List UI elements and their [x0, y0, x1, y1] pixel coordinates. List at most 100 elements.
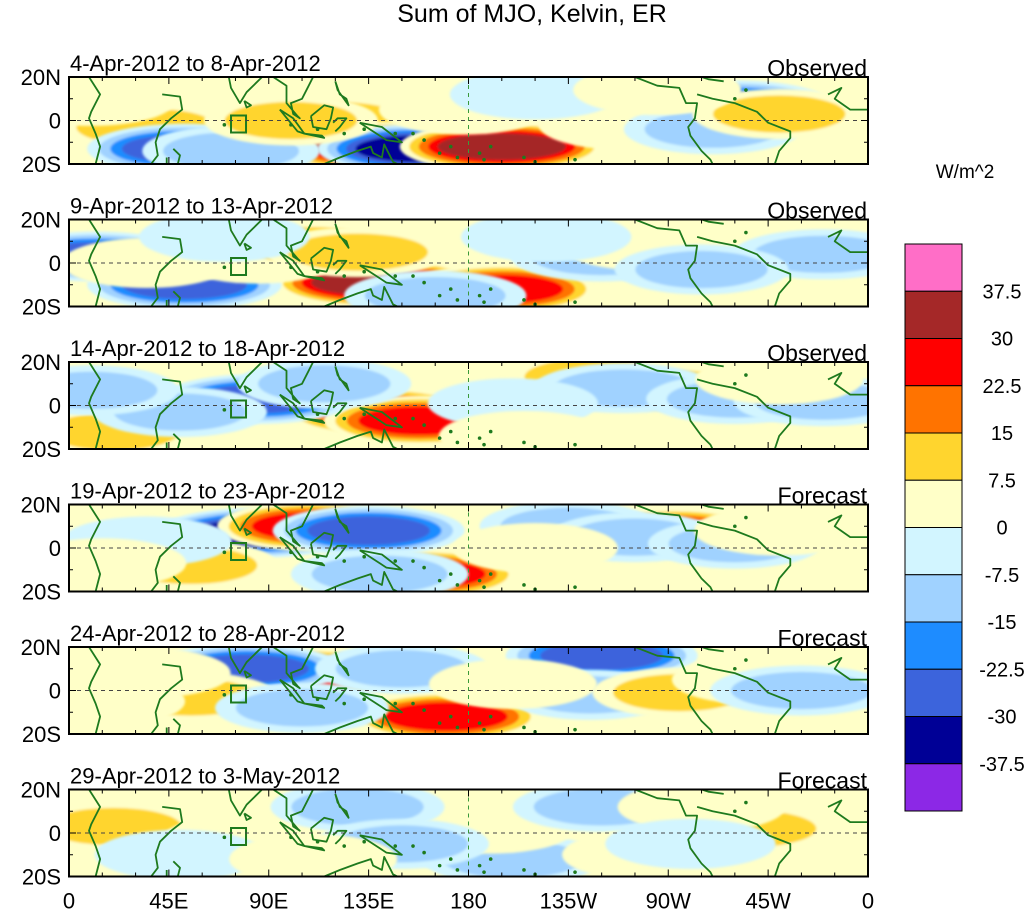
- island-dot: [342, 416, 347, 421]
- island-dot: [477, 578, 482, 583]
- island-dot: [422, 423, 426, 427]
- island-dot: [315, 412, 320, 417]
- coastline: [323, 571, 398, 592]
- anomaly-cell: [69, 676, 186, 727]
- panel-period: 19-Apr-2012 to 23-Apr-2012: [70, 479, 345, 504]
- anomaly-cell: [573, 77, 742, 116]
- island-dot: [744, 373, 748, 377]
- island-dot: [289, 550, 293, 555]
- island-dot: [573, 870, 577, 874]
- island-dot: [315, 269, 320, 274]
- y-tick-label: 20N: [21, 65, 61, 90]
- anomaly-cell: [614, 244, 789, 295]
- island-dot: [315, 127, 320, 131]
- panel-period: 29-Apr-2012 to 3-May-2012: [70, 764, 340, 789]
- map-panel: 20N 0 20S 4-Apr-2012 to 8-Apr-2012 Observed: [21, 51, 869, 177]
- region-box: [230, 257, 248, 276]
- map-panel: 20N 0 20S 19-Apr-2012 to 23-Apr-2012 Forecas…: [21, 479, 869, 605]
- anomaly-cell: [605, 818, 776, 869]
- island-dot: [315, 554, 320, 559]
- island-dot: [411, 416, 415, 421]
- coastline: [243, 100, 252, 109]
- coastline: [323, 856, 398, 877]
- island-dot: [573, 157, 577, 162]
- island-dot: [411, 701, 415, 706]
- anomaly-cell: [344, 270, 527, 307]
- island-dot: [289, 265, 293, 270]
- y-tick-label: 20S: [22, 295, 61, 320]
- island-dot: [744, 88, 748, 92]
- island-dot: [422, 138, 426, 142]
- island-dot: [411, 131, 415, 136]
- island-dot: [393, 559, 398, 563]
- island-dot: [522, 868, 526, 872]
- coastline: [150, 93, 184, 164]
- island-dot: [222, 693, 227, 697]
- island-dot: [455, 155, 460, 160]
- island-dot: [477, 436, 482, 440]
- coastline: [696, 663, 792, 734]
- island-dot: [342, 701, 347, 706]
- coastline: [150, 378, 184, 449]
- map-panel: 20N 0 20S 14-Apr-2012 to 18-Apr-2012 Observe…: [21, 336, 869, 462]
- coastline: [227, 789, 263, 817]
- coastline: [827, 371, 868, 396]
- coastline: [679, 789, 724, 795]
- island-dot: [393, 131, 398, 136]
- coastline: [323, 713, 398, 734]
- anomaly-cell: [69, 77, 176, 126]
- coastline: [827, 229, 868, 254]
- island-dot: [393, 274, 398, 278]
- anomaly-cell: [229, 834, 398, 877]
- island-dot: [411, 559, 415, 563]
- colorbar-label: -15: [988, 612, 1017, 634]
- coastline: [88, 789, 101, 877]
- coastline: [304, 275, 326, 282]
- island-dot: [448, 714, 453, 719]
- x-tick-label: 0: [862, 889, 874, 914]
- island-dot: [342, 274, 347, 278]
- island-dot: [573, 300, 577, 304]
- anomaly-cell: [692, 88, 867, 139]
- coastline: [88, 77, 101, 164]
- y-tick-label: 20S: [22, 152, 61, 177]
- coastline: [359, 834, 403, 856]
- coastline: [165, 290, 181, 307]
- coastline: [304, 702, 326, 709]
- island-dot: [315, 697, 320, 701]
- y-tick-label: 20S: [22, 437, 61, 462]
- panel-kind: Observed: [767, 198, 867, 224]
- coastline: [827, 657, 868, 681]
- colorbar-label: 7.5: [988, 470, 1016, 492]
- y-tick-label: 0: [49, 679, 61, 704]
- island-dot: [455, 298, 460, 302]
- colorbar-label: 22.5: [983, 376, 1022, 398]
- coastline: [696, 93, 792, 164]
- island-dot: [488, 287, 493, 291]
- coastline: [310, 674, 335, 701]
- island-dot: [393, 416, 398, 421]
- coastline: [272, 219, 314, 262]
- coastline: [679, 647, 724, 653]
- coastline: [332, 117, 348, 133]
- y-tick-label: 20N: [21, 208, 61, 233]
- coastline: [150, 663, 184, 734]
- coastline: [165, 860, 181, 877]
- coastline: [227, 219, 263, 247]
- coastline: [827, 87, 868, 111]
- coastline: [696, 378, 792, 449]
- x-tick-label: 135W: [540, 889, 598, 914]
- colorbar-label: -37.5: [979, 754, 1025, 776]
- y-tick-label: 20S: [22, 865, 61, 890]
- island-dot: [455, 725, 460, 730]
- y-tick-label: 0: [49, 251, 61, 276]
- coastline: [227, 504, 263, 532]
- island-dot: [342, 131, 347, 136]
- x-tick-label: 135E: [343, 889, 394, 914]
- coastline: [272, 504, 314, 547]
- colorbar-label: -30: [988, 707, 1017, 729]
- coastline: [227, 647, 263, 674]
- island-dot: [437, 151, 442, 155]
